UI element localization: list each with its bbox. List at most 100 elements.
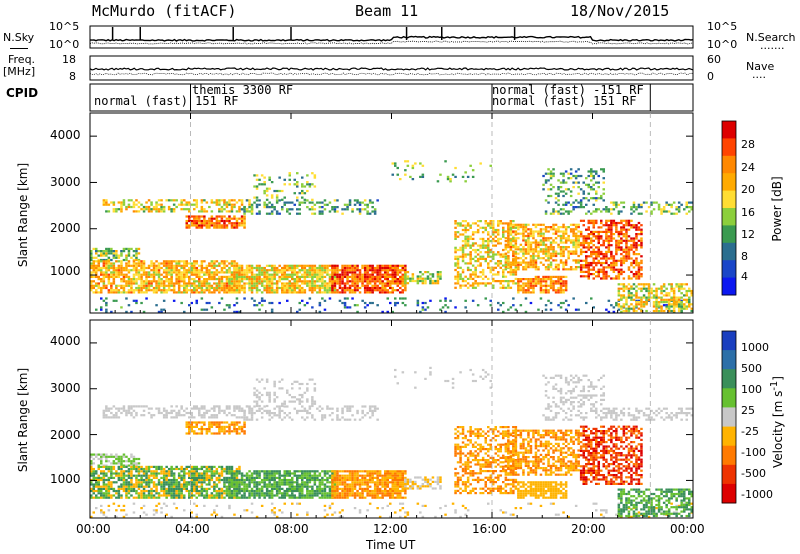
power-cell: [228, 222, 231, 225]
power-cell: [162, 262, 166, 265]
velocity-cell: [90, 489, 93, 493]
power-cell: [534, 284, 538, 287]
velocity-cell: [107, 487, 111, 490]
power-cell: [95, 256, 98, 259]
power-cell: [672, 303, 676, 306]
power-cell: [552, 168, 555, 171]
power-cell: [107, 291, 111, 294]
power-cell: [665, 294, 668, 297]
power-cell: [461, 228, 465, 232]
power-cell: [140, 286, 143, 290]
power-cell: [610, 208, 613, 211]
power-cell: [258, 269, 261, 272]
power-cell: [378, 269, 382, 272]
power-cell: [647, 292, 651, 295]
power-cell: [180, 264, 183, 267]
power-cell: [675, 285, 678, 288]
power-cell: [311, 306, 314, 309]
power-cell: [620, 287, 623, 290]
power-cell: [605, 253, 608, 256]
power-cell: [436, 282, 440, 285]
velocity-cell: [291, 502, 294, 505]
power-cell: [95, 271, 98, 274]
power-cell: [318, 201, 322, 204]
power-cell: [318, 271, 322, 274]
power-cell: [298, 208, 302, 211]
power-cell: [147, 284, 151, 287]
power-cell: [680, 301, 683, 304]
power-cell: [562, 190, 565, 193]
velocity-cell: [167, 481, 171, 484]
velocity-cell: [90, 487, 93, 490]
power-cell: [291, 289, 294, 292]
power-cell: [625, 250, 628, 254]
power-cell: [544, 252, 548, 255]
velocity-cell: [152, 489, 156, 493]
power-cell: [660, 309, 663, 313]
power-cell: [532, 284, 535, 287]
power-cell: [296, 278, 299, 281]
power-cell: [233, 278, 236, 281]
power-cell: [552, 223, 555, 226]
power-cell: [263, 273, 266, 276]
power-cell: [323, 291, 327, 294]
power-cell: [230, 273, 234, 276]
power-cell: [172, 299, 176, 302]
power-cell: [142, 271, 146, 274]
power-cell: [215, 222, 219, 225]
velocity-cell: [600, 513, 603, 516]
power-cell: [627, 305, 631, 308]
power-cell: [193, 278, 196, 281]
power-cell: [625, 239, 628, 242]
power-cell: [396, 166, 400, 170]
power-cell: [652, 303, 656, 306]
power-cell: [605, 273, 608, 276]
power-cell: [509, 230, 513, 233]
power-cell: [579, 270, 583, 274]
power-cell: [313, 266, 317, 270]
power-cell: [278, 275, 281, 279]
power-cell: [660, 287, 663, 290]
power-cell: [600, 210, 603, 213]
power-cell: [268, 284, 271, 287]
velocity-cell: [183, 467, 186, 471]
power-cell: [602, 188, 606, 191]
power-cell: [597, 248, 601, 251]
power-cell: [135, 299, 138, 302]
power-cell: [537, 308, 540, 311]
velocity-cell: [122, 465, 126, 468]
power-cell: [301, 275, 304, 279]
power-cell: [255, 203, 259, 206]
power-cell: [110, 252, 113, 255]
velocity-cell: [338, 511, 342, 514]
power-cell: [557, 179, 560, 182]
power-cell: [218, 203, 221, 206]
velocity-cell: [92, 496, 96, 499]
power-cell: [346, 297, 349, 300]
power-cell: [630, 212, 633, 215]
power-cell: [459, 255, 462, 258]
power-cell: [288, 289, 292, 292]
power-cell: [577, 266, 580, 269]
power-cell: [461, 220, 465, 223]
power-cell: [240, 286, 244, 290]
velocity-cell: [132, 462, 136, 465]
power-cell: [208, 284, 211, 287]
velocity-cell: [115, 515, 118, 518]
power-cell: [386, 275, 390, 279]
power-cell: [180, 266, 183, 270]
velocity-cell: [120, 474, 123, 477]
power-cell: [683, 294, 686, 297]
velocity-cell: [112, 467, 116, 471]
velocity-cell: [127, 472, 131, 475]
power-cell: [233, 310, 236, 314]
power-cell: [142, 284, 146, 287]
velocity-cell: [170, 478, 173, 482]
power-cell: [640, 203, 643, 206]
power-cell: [258, 280, 261, 283]
power-cell: [517, 266, 520, 269]
velocity-cell: [167, 487, 171, 490]
power-cell: [333, 210, 337, 213]
power-cell: [326, 289, 329, 292]
velocity-cell: [323, 509, 327, 512]
